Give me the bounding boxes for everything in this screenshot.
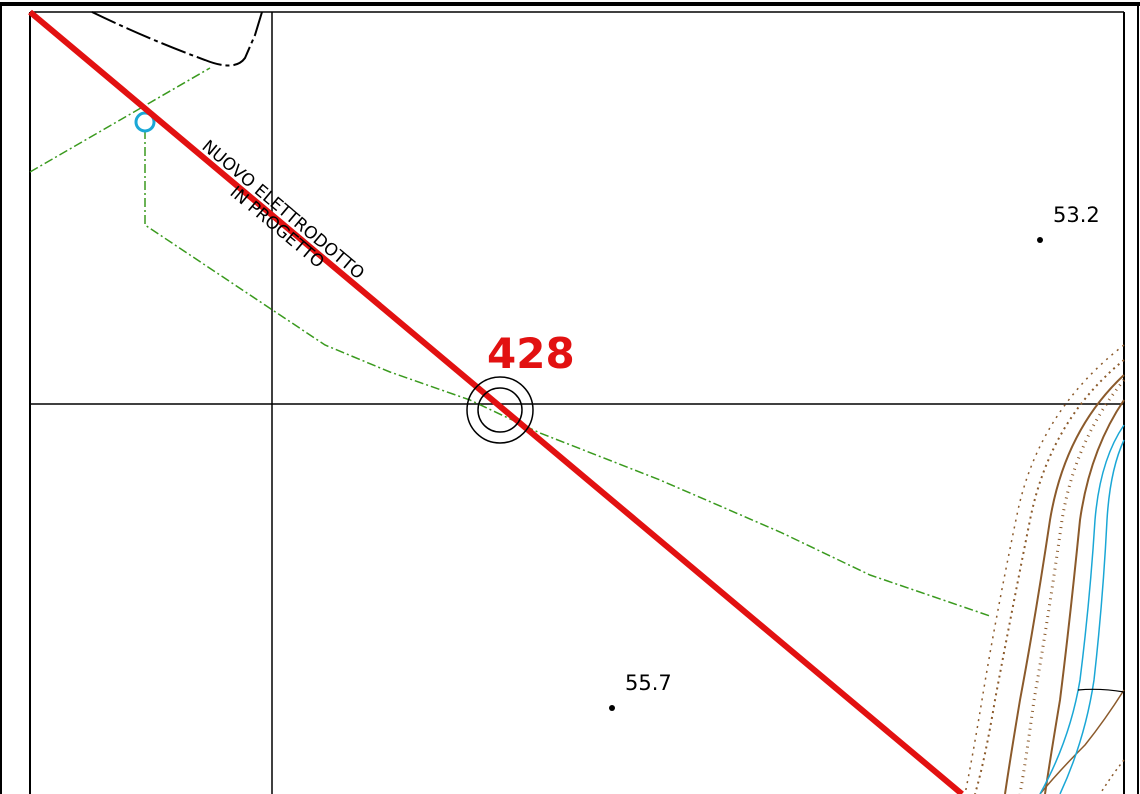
- river-bank-line: [1077, 688, 1125, 693]
- spot-height-value: 53.2: [1053, 203, 1100, 227]
- river: [1039, 424, 1125, 794]
- road-edge: [91, 11, 263, 67]
- spot-height-53-2: 53.2: [1037, 203, 1100, 243]
- spot-height-dot: [1037, 237, 1043, 243]
- spot-height-55-7: 55.7: [609, 671, 672, 711]
- existing-pylon-marker: [134, 111, 156, 133]
- spot-height-value: 55.7: [625, 671, 672, 695]
- spot-height-dot: [609, 705, 615, 711]
- power-line: [28, 9, 964, 794]
- pylon-label: 428: [487, 329, 575, 378]
- parcel-boundaries: [29, 67, 991, 617]
- pylon-428-symbol[interactable]: [466, 376, 534, 444]
- river-bank-contours: [964, 344, 1126, 794]
